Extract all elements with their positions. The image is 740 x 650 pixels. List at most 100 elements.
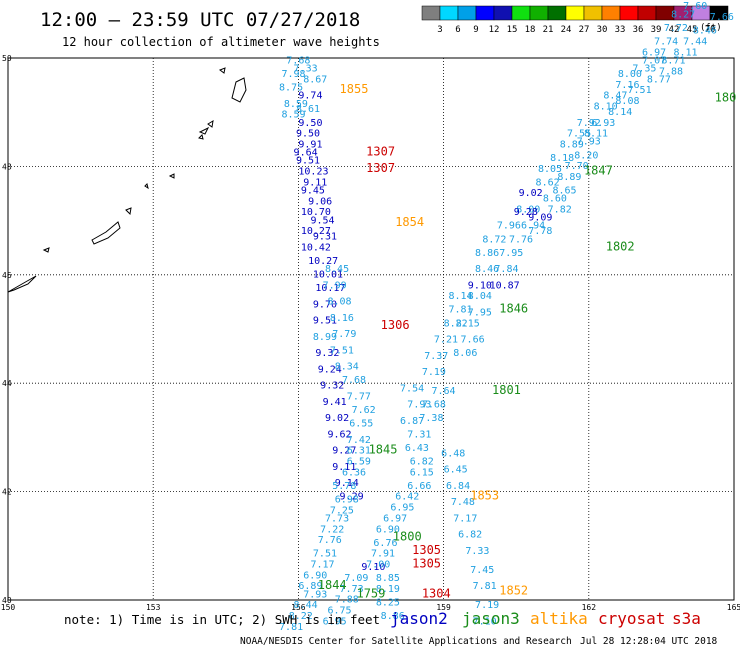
wave-height-point: 9.09 xyxy=(528,213,552,224)
legend-jason2: jason2 xyxy=(390,609,448,628)
page-title: 12:00 – 23:59 UTC 07/27/2018 xyxy=(40,9,360,31)
wave-height-point: 7.38 xyxy=(419,413,443,424)
colorbar-tick-label: 6 xyxy=(455,25,460,35)
colorbar-tick-label: 9 xyxy=(473,25,478,35)
wave-height-point: 8.46 xyxy=(693,26,717,37)
colorbar-tick-label: 42 xyxy=(669,25,680,35)
wave-height-point: 9.31 xyxy=(313,232,337,243)
colorbar-tick-label: 39 xyxy=(651,25,662,35)
wave-height-point: 6.31 xyxy=(347,446,371,457)
wave-height-point: 7.73 xyxy=(325,513,349,524)
pass-time-label: 1759 xyxy=(356,586,385,600)
wave-height-point: 8.65 xyxy=(553,186,577,197)
wave-height-point: 7.51 xyxy=(330,345,354,356)
wave-height-point: 7.60 xyxy=(683,1,707,12)
wave-height-point: 8.06 xyxy=(453,348,477,359)
wave-height-point: 6.48 xyxy=(441,448,465,459)
wave-height-point: 8.05 xyxy=(538,164,562,175)
wave-height-point: 7.98 xyxy=(281,69,305,80)
wave-height-point: 9.02 xyxy=(519,188,543,199)
island xyxy=(42,247,50,253)
wave-height-point: 7.44 xyxy=(683,36,707,47)
wave-height-point: 7.95 xyxy=(468,307,492,318)
wave-height-point: 7.81 xyxy=(473,581,497,592)
wave-height-point: 9.51 xyxy=(313,316,337,327)
island xyxy=(207,120,214,128)
island xyxy=(231,77,247,103)
wave-height-point: 8.18 xyxy=(550,153,574,164)
wave-height-point: 7.93 xyxy=(407,400,431,411)
wave-height-point: 9.27 xyxy=(332,446,356,457)
wave-height-point: 9.11 xyxy=(303,177,327,188)
wave-height-point: 7.78 xyxy=(528,226,552,237)
wave-height-point: 8.11 xyxy=(674,47,698,58)
wave-height-point: 8.00 xyxy=(516,204,540,215)
x-tick-label: 156 xyxy=(291,603,306,612)
wave-height-point: 9.50 xyxy=(296,129,320,140)
wave-height-point: 7.91 xyxy=(371,549,395,560)
y-tick-label: 48 xyxy=(2,162,12,171)
wave-height-point: 8.99 xyxy=(313,332,337,343)
colorbar-tick-label: 18 xyxy=(525,25,536,35)
wave-height-point: 8.22 xyxy=(289,611,313,622)
wave-height-point: 6.98 xyxy=(335,494,359,505)
y-tick-label: 42 xyxy=(2,488,12,497)
island xyxy=(144,183,149,190)
footer-timestamp: Jul 28 12:28:04 UTC 2018 xyxy=(580,636,718,647)
wave-height-point: 6.90 xyxy=(303,570,327,581)
wave-height-point: 8.08 xyxy=(615,96,639,107)
pass-time-label: 1854 xyxy=(395,215,424,229)
pass-time-label: 1800 xyxy=(393,529,422,543)
wave-height-point: 7.00 xyxy=(366,559,390,570)
pass-time-label: 1307 xyxy=(366,161,395,175)
wave-height-point: 10.70 xyxy=(301,207,331,218)
wave-height-point: 9.02 xyxy=(325,413,349,424)
wave-height-point: 9.28 xyxy=(514,207,538,218)
wave-height-point: 7.35 xyxy=(632,64,656,75)
island xyxy=(168,173,175,179)
x-tick-label: 150 xyxy=(1,603,16,612)
legend-s3a: s3a xyxy=(672,609,701,628)
wave-height-point: 6.90 xyxy=(376,524,400,535)
wave-height-point: 7.22 xyxy=(320,524,344,535)
colorbar-tick-label: 33 xyxy=(615,25,626,35)
coastline xyxy=(7,67,247,293)
wave-height-point: 8.27 xyxy=(671,9,695,20)
page-subtitle: 12 hour collection of altimeter wave hei… xyxy=(62,35,380,49)
colorbar-swatch xyxy=(529,5,549,21)
wave-height-point: 7.33 xyxy=(465,546,489,557)
pass-time-label: 1801 xyxy=(492,383,521,397)
colorbar-swatch xyxy=(439,5,459,21)
wave-height-point: 8.00 xyxy=(618,69,642,80)
wave-height-point: 10.01 xyxy=(313,270,343,281)
pass-time-label: 1853 xyxy=(470,489,499,503)
island xyxy=(91,221,121,245)
wave-height-point: 6.55 xyxy=(349,419,373,430)
colorbar-swatch xyxy=(421,5,441,21)
wave-height-point: 7.92 xyxy=(577,118,601,129)
y-tick-label: 40 xyxy=(2,596,12,605)
wave-height-point: 9.51 xyxy=(296,156,320,167)
wave-height-point: 6.97 xyxy=(642,47,666,58)
wave-height-point: 8.59 xyxy=(281,110,305,121)
wave-height-point: 9.24 xyxy=(318,364,342,375)
wave-height-point: 8.77 xyxy=(647,74,671,85)
wave-height-point: 7.96 xyxy=(497,221,521,232)
wave-height-point: 6.89 xyxy=(298,581,322,592)
wave-height-point: 7.10 xyxy=(473,616,497,627)
wave-height-point: 7.31 xyxy=(407,429,431,440)
wave-height-point: 7.81 xyxy=(279,622,303,633)
colorbar-tick-label: 45 xyxy=(687,25,698,35)
wave-height-point: 7.17 xyxy=(453,513,477,524)
island xyxy=(218,67,226,74)
colorbar-swatch xyxy=(637,5,657,21)
wave-height-point: 8.19 xyxy=(376,584,400,595)
colorbar-tick-label: 15 xyxy=(507,25,518,35)
wave-height-point: 7.84 xyxy=(494,264,518,275)
wave-height-point: 9.41 xyxy=(323,397,347,408)
wave-height-point: 9.32 xyxy=(315,348,339,359)
wave-height-point: 7.72 xyxy=(664,23,688,34)
wave-height-point: 8.61 xyxy=(296,104,320,115)
